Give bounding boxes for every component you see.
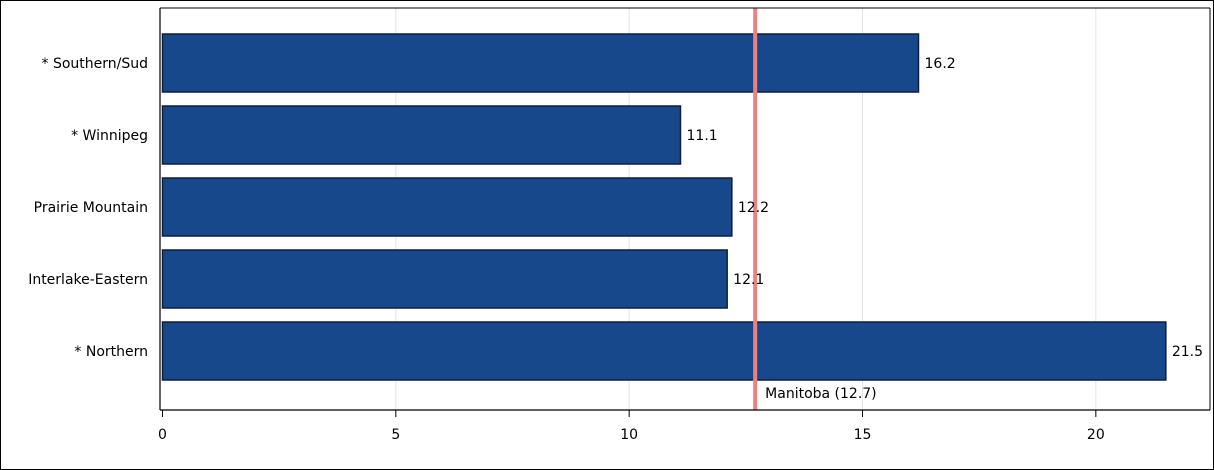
category-label: Prairie Mountain (34, 200, 148, 216)
bar (161, 321, 1167, 381)
data-label: 11.1 (687, 128, 718, 144)
data-label: 21.5 (1172, 344, 1203, 360)
x-axis: 0 5 10 15 20 (158, 7, 1211, 443)
bar (161, 33, 920, 93)
category-label: * Southern/Sud (42, 56, 149, 72)
x-tick-label: 0 (158, 427, 167, 443)
data-label: 12.2 (738, 200, 769, 216)
data-labels: 16.2 11.1 12.2 12.1 21.5 (687, 56, 1204, 360)
category-label: * Northern (74, 344, 148, 360)
category-labels: * Southern/Sud * Winnipeg Prairie Mountain… (28, 56, 148, 360)
x-tick-label: 20 (1087, 427, 1105, 443)
x-tick-label: 10 (620, 427, 638, 443)
bars (161, 33, 1167, 381)
category-label: * Winnipeg (71, 128, 148, 144)
reference-line-label: Manitoba (12.7) (765, 386, 877, 402)
bar (161, 105, 682, 165)
reference-line-group: Manitoba (12.7) (753, 8, 877, 410)
bar (161, 249, 728, 309)
x-tick-label: 5 (391, 427, 400, 443)
data-label: 12.1 (733, 272, 764, 288)
category-label: Interlake-Eastern (28, 272, 148, 288)
x-tick-label: 15 (854, 427, 872, 443)
data-label: 16.2 (925, 56, 956, 72)
bar (161, 177, 733, 237)
